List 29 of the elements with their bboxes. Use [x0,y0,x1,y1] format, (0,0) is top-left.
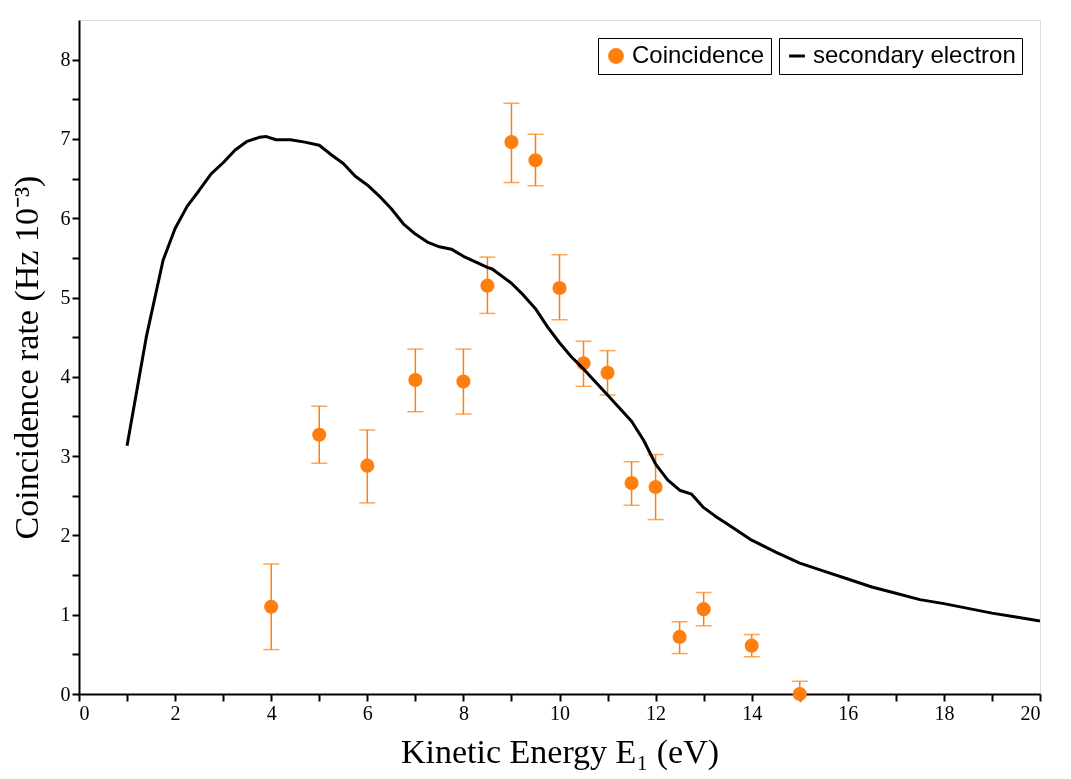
x-tick-label: 8 [458,701,469,724]
y-axis-title: Coincidence rate (Hz 10⁻³) [7,175,46,540]
point [624,476,639,491]
x-tick-label: 0 [79,701,90,724]
y-tick-label: 4 [60,365,71,388]
x-tick-label: 16 [838,701,859,724]
y-tick-label: 5 [60,286,71,309]
x-axis-title: Kinetic Energy E₁ (eV) [400,732,720,771]
x-tick-label: 12 [646,701,667,724]
y-tick-label: 3 [60,444,71,467]
point [672,629,687,644]
x-tick-label: 20 [1020,701,1041,724]
line-series [125,135,1040,623]
y-tick-label: 1 [60,603,71,626]
y-tick-label: 6 [60,206,71,229]
x-tick-label: 14 [742,701,763,724]
legend-label: Coincidence [632,41,765,68]
x-tick-label: 18 [934,701,955,724]
x-tick-label: 10 [550,701,570,724]
point [792,686,807,702]
y-tick-label: 0 [60,682,71,705]
y-tick-label: 2 [60,523,71,546]
x-tick-label: 6 [362,701,373,724]
x-tick-label: 2 [170,701,181,724]
point [504,135,519,150]
y-tick-label: 7 [60,127,71,150]
x-tick-label: 4 [266,701,277,724]
y-tick-label: 8 [60,48,71,71]
legend-label: secondary electron [813,41,1016,68]
